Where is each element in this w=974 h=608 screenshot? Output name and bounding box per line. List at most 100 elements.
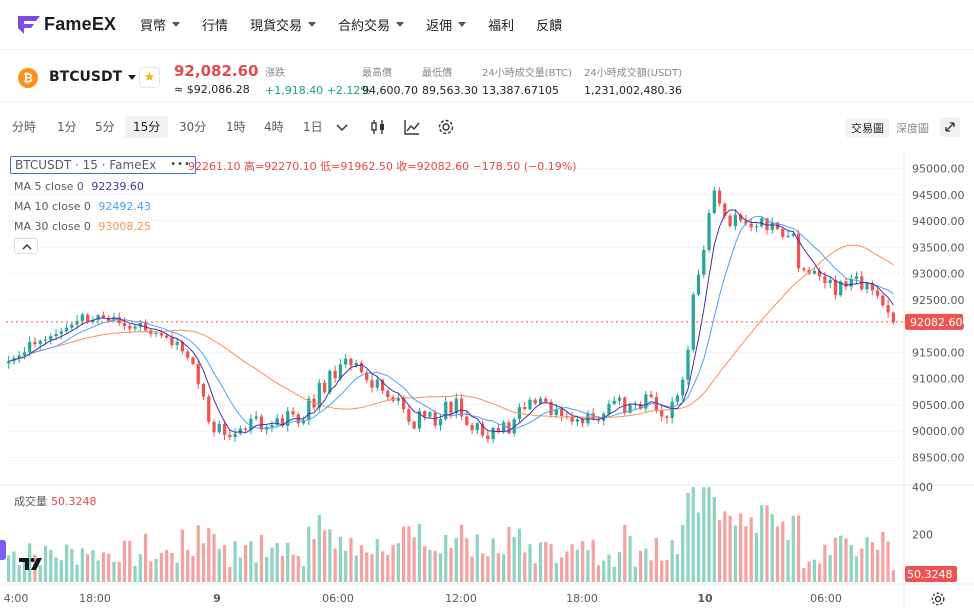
volume-bar <box>602 560 606 582</box>
price-tick-label: 93000.00 <box>912 268 965 281</box>
nav-item-2[interactable]: 現貨交易 <box>250 15 317 34</box>
candle-body <box>396 397 400 401</box>
candle-body <box>607 403 611 414</box>
volume-bar <box>359 545 364 582</box>
nav-item-label: 現貨交易 <box>250 19 303 34</box>
indicator-icon[interactable] <box>403 118 421 136</box>
nav-item-1[interactable]: 行情 <box>202 15 228 34</box>
candlestick-icon[interactable] <box>369 118 387 136</box>
candle-body <box>512 419 516 434</box>
candle-body <box>164 335 169 338</box>
volume-bar <box>575 549 580 582</box>
time-tick-label: 9 <box>213 592 221 605</box>
nav-item-5[interactable]: 福利 <box>488 15 514 34</box>
candle-body <box>638 403 643 409</box>
ma10-label: MA 10 close 0 <box>14 200 91 213</box>
candle-body <box>138 322 142 327</box>
volume-bar <box>765 505 769 582</box>
nav-item-0[interactable]: 買幣 <box>140 15 181 34</box>
volume-bar <box>96 560 100 582</box>
candle-body <box>717 190 722 204</box>
candle-body <box>760 218 764 227</box>
candle-body <box>828 279 832 284</box>
view-depth-chart[interactable]: 深度圖 <box>896 122 929 135</box>
chevron-down-icon[interactable] <box>333 118 351 136</box>
collapse-legend-button[interactable] <box>14 238 38 254</box>
chart-settings-gear-icon[interactable] <box>930 591 946 607</box>
symbol-selector[interactable]: BTCUSDT <box>49 69 137 85</box>
candle-body <box>691 294 695 350</box>
volume-bar <box>259 534 264 582</box>
volume-bar <box>807 561 811 582</box>
candle-body <box>64 327 69 332</box>
side-panel-tab[interactable] <box>0 540 6 560</box>
candle-body <box>844 281 848 287</box>
candle-body <box>101 315 106 318</box>
candle-body <box>612 400 616 404</box>
price-tick-label: 93500.00 <box>912 241 965 254</box>
chevron-down-icon <box>308 22 317 27</box>
candle-body <box>554 409 558 415</box>
candle-body <box>570 416 574 422</box>
candle-body <box>322 382 327 393</box>
candle-body <box>49 336 53 340</box>
candle-body <box>649 394 653 398</box>
gear-icon[interactable] <box>437 118 455 136</box>
price-chart[interactable]: 95000.00 94500.00 94000.00 93500.00 93000.00… <box>0 150 974 608</box>
timeframe-1d[interactable]: 1日 <box>303 120 323 134</box>
candle-body <box>22 352 27 356</box>
volume-value: 50.3248 <box>51 495 97 508</box>
chart-legend-title[interactable]: BTCUSDT · 15 · FameEx ••• <box>10 156 196 174</box>
candle-body <box>849 278 853 287</box>
volume-bar <box>222 545 227 582</box>
volume-bar <box>149 561 153 582</box>
fullscreen-icon[interactable] <box>940 117 960 137</box>
candle-body <box>754 226 759 228</box>
stat-high: 最高價 94,600.70 <box>362 64 418 97</box>
nav-item-3[interactable]: 合約交易 <box>338 15 405 34</box>
volume-bar <box>333 548 337 582</box>
nav-item-label: 買幣 <box>140 19 167 34</box>
volume-bar <box>628 536 632 582</box>
ma5-label: MA 5 close 0 <box>14 180 84 193</box>
nav-item-6[interactable]: 反饋 <box>536 15 562 34</box>
candle-body <box>370 380 374 388</box>
timeframe-1h[interactable]: 1時 <box>226 120 246 134</box>
candle-body <box>354 362 358 366</box>
candle-body <box>617 397 622 401</box>
volume-bar <box>612 566 616 582</box>
timeframe-4h[interactable]: 4時 <box>264 120 284 134</box>
volume-bar <box>649 560 653 582</box>
nav-item-4[interactable]: 返佣 <box>426 15 467 34</box>
view-trading-chart[interactable]: 交易圖 <box>845 118 890 138</box>
volume-bar <box>507 526 511 582</box>
timeframe-1m[interactable]: 1分 <box>57 120 77 134</box>
timeframe-tick[interactable]: 分時 <box>12 120 37 134</box>
candle-body <box>802 268 806 270</box>
volume-bar <box>154 558 158 582</box>
candle-body <box>191 357 195 364</box>
candle-body <box>823 276 827 284</box>
candlestick-chart-svg[interactable]: 95000.00 94500.00 94000.00 93500.00 93000.00… <box>0 150 974 608</box>
favorite-star-icon[interactable]: ★ <box>139 67 160 88</box>
price-tick-label: 90000.00 <box>912 425 965 438</box>
ohlc-readout: 92261.10 高=92270.10 低=91962.50 收=92082.6… <box>188 160 577 173</box>
brand-logo[interactable]: FameEX <box>18 14 128 35</box>
more-icon[interactable]: ••• <box>170 159 191 170</box>
volume-bar <box>338 536 343 582</box>
symbol-label: BTCUSDT <box>49 69 123 85</box>
candle-body <box>496 428 501 433</box>
candle-body <box>749 223 753 228</box>
candle-body <box>28 341 32 353</box>
stat-label: 最低價 <box>422 68 452 79</box>
volume-bar <box>533 563 537 582</box>
candle-body <box>891 312 895 322</box>
timeframe-5m[interactable]: 5分 <box>95 120 115 134</box>
volume-bar <box>496 553 501 582</box>
candle-body <box>533 399 537 404</box>
volume-bar <box>875 550 880 582</box>
timeframe-30m[interactable]: 30分 <box>179 120 207 134</box>
volume-bar <box>64 544 69 582</box>
chevron-down-icon <box>396 22 405 27</box>
timeframe-15m[interactable]: 15分 <box>125 116 169 138</box>
